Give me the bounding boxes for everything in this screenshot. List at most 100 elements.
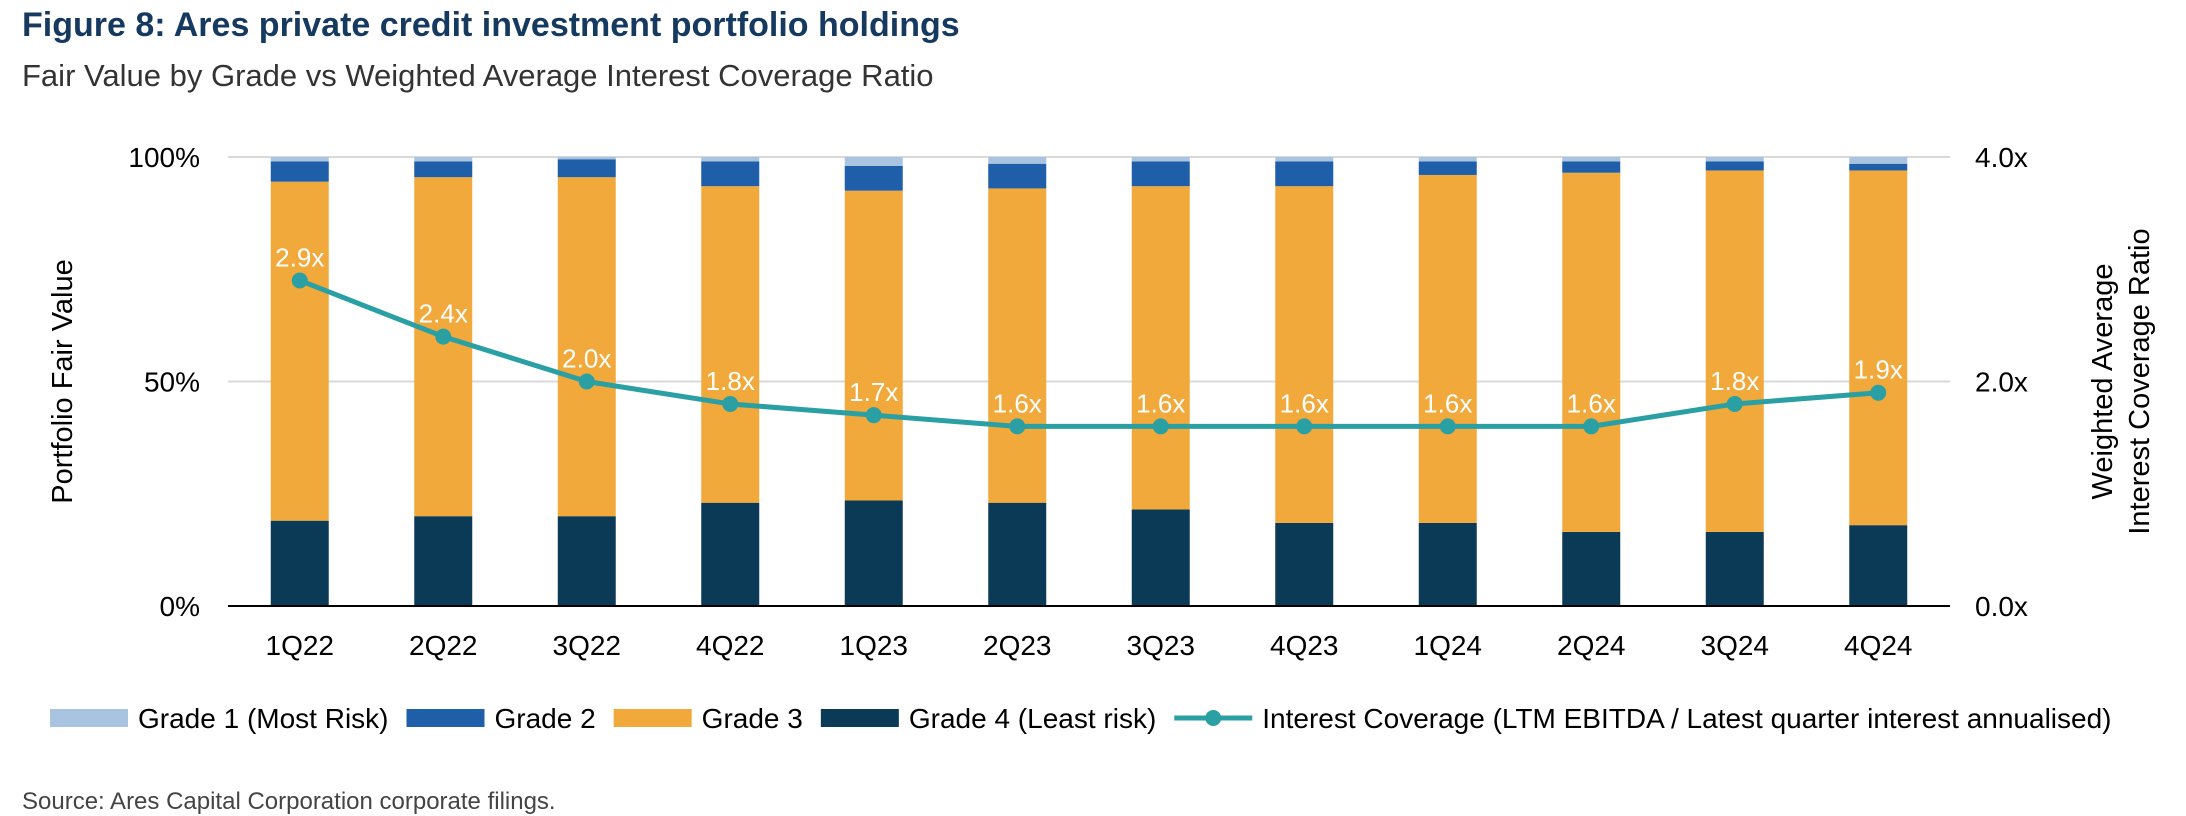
bar-grade2: [270, 161, 329, 182]
bar-grade4: [557, 516, 616, 606]
bar-grade3: [1849, 170, 1908, 526]
bar-grade3: [1562, 172, 1621, 532]
line-point: [1296, 418, 1313, 435]
bar-grade1: [270, 157, 329, 162]
data-label: 2.4x: [419, 299, 468, 329]
bar-grade1: [1275, 157, 1334, 162]
x-tick-label: 4Q22: [696, 630, 765, 661]
x-tick-label: 4Q23: [1270, 630, 1339, 661]
x-tick-label: 2Q22: [409, 630, 478, 661]
line-point: [1009, 418, 1026, 435]
y2-tick-label: 4.0x: [1975, 142, 2028, 173]
bar-grade1: [1705, 157, 1764, 162]
y2-axis-title: Weighted Average: [2087, 264, 2119, 500]
bar-grade3: [1275, 186, 1334, 523]
data-label: 1.6x: [1423, 388, 1472, 418]
bar-grade3: [414, 177, 473, 517]
stacked-bars: [270, 157, 1908, 606]
data-label: 1.6x: [1567, 388, 1616, 418]
bar-grade4: [270, 520, 329, 606]
data-label: 2.9x: [275, 242, 324, 272]
x-tick-label: 4Q24: [1844, 630, 1913, 661]
axes: 0% 0.0x 50% 2.0x 100% 4.0x 1Q22 2Q22 3Q22 4Q22 1Q2…: [47, 142, 2156, 661]
bar-grade4: [1275, 522, 1334, 606]
chart-subtitle: Fair Value by Grade vs Weighted Average …: [22, 58, 934, 93]
bar-grade1: [1562, 157, 1621, 162]
bar-grade1: [557, 157, 616, 160]
bar-grade3: [701, 186, 760, 503]
line-point: [722, 395, 739, 412]
y-tick-label: 100%: [128, 142, 200, 173]
bar-grade2: [414, 161, 473, 178]
legend-label: Grade 4 (Least risk): [909, 703, 1156, 734]
bar-grade2: [701, 161, 760, 187]
x-tick-label: 3Q22: [553, 630, 622, 661]
source-note: Source: Ares Capital Corporation corpora…: [22, 788, 556, 815]
legend-swatch-grade1: [50, 709, 128, 727]
bar-grade2: [557, 159, 616, 178]
line-point: [435, 328, 452, 345]
x-tick-label: 3Q23: [1127, 630, 1196, 661]
bar-grade4: [1131, 509, 1190, 606]
legend-swatch-grade4: [820, 709, 899, 727]
bar-grade4: [414, 516, 473, 606]
legend-label: Grade 1 (Most Risk): [138, 703, 389, 734]
bar-grade3: [1705, 170, 1764, 532]
line-point: [1439, 418, 1456, 435]
x-tick-label: 1Q24: [1414, 630, 1483, 661]
bar-grade4: [1849, 525, 1908, 606]
bar-grade3: [557, 177, 616, 517]
y-tick-label: 0%: [160, 591, 200, 622]
data-label: 1.7x: [849, 377, 898, 407]
line-point: [1152, 418, 1169, 435]
interest-coverage-polyline: [298, 278, 1879, 429]
line-point: [1870, 384, 1887, 401]
bar-grade3: [270, 181, 329, 521]
legend-label: Interest Coverage (LTM EBITDA / Latest q…: [1262, 703, 2111, 734]
bar-grade3: [1418, 174, 1477, 523]
data-label: 1.6x: [993, 388, 1042, 418]
bar-grade2: [1849, 163, 1908, 171]
line-point: [578, 373, 595, 390]
bar-grade2: [844, 165, 903, 191]
line-point: [1726, 395, 1743, 412]
chart-title: Figure 8: Ares private credit investment…: [22, 6, 960, 44]
data-label: 1.8x: [706, 366, 755, 396]
bar-grade2: [1418, 161, 1477, 175]
y2-axis-title: Interest Coverage Ratio: [2124, 228, 2156, 534]
data-label: 1.6x: [1136, 388, 1185, 418]
line-point: [865, 407, 882, 424]
bar-grade4: [844, 500, 903, 606]
data-label: 1.9x: [1854, 355, 1903, 385]
legend: Grade 1 (Most Risk) Grade 2 Grade 3 Grade 4…: [50, 703, 2111, 734]
bar-grade3: [988, 188, 1047, 503]
x-tick-label: 1Q22: [266, 630, 335, 661]
legend-swatch-grade2: [406, 709, 485, 727]
bar-grade4: [1705, 531, 1764, 606]
bar-grade4: [1562, 531, 1621, 606]
bar-grade4: [988, 502, 1047, 606]
interest-coverage-line: [291, 272, 1887, 435]
y2-tick-label: 2.0x: [1975, 367, 2028, 398]
y2-tick-label: 0.0x: [1975, 591, 2028, 622]
bar-grade4: [701, 502, 760, 606]
data-label: 1.6x: [1280, 388, 1329, 418]
bar-grade1: [414, 157, 473, 162]
data-label: 1.8x: [1710, 366, 1759, 396]
x-tick-label: 1Q23: [840, 630, 909, 661]
bar-grade2: [988, 163, 1047, 189]
y-tick-label: 50%: [144, 367, 200, 398]
legend-marker: [1205, 710, 1222, 726]
bar-grade4: [1418, 522, 1477, 606]
data-label: 2.0x: [562, 344, 611, 374]
x-tick-label: 3Q24: [1701, 630, 1770, 661]
bar-grade1: [844, 157, 903, 166]
bar-grade3: [844, 190, 903, 501]
bar-grade3: [1131, 186, 1190, 510]
bar-grade1: [1418, 157, 1477, 162]
line-point: [291, 272, 308, 289]
x-tick-label: 2Q23: [983, 630, 1052, 661]
gridlines: [228, 156, 1950, 383]
bar-grade2: [1275, 161, 1334, 187]
